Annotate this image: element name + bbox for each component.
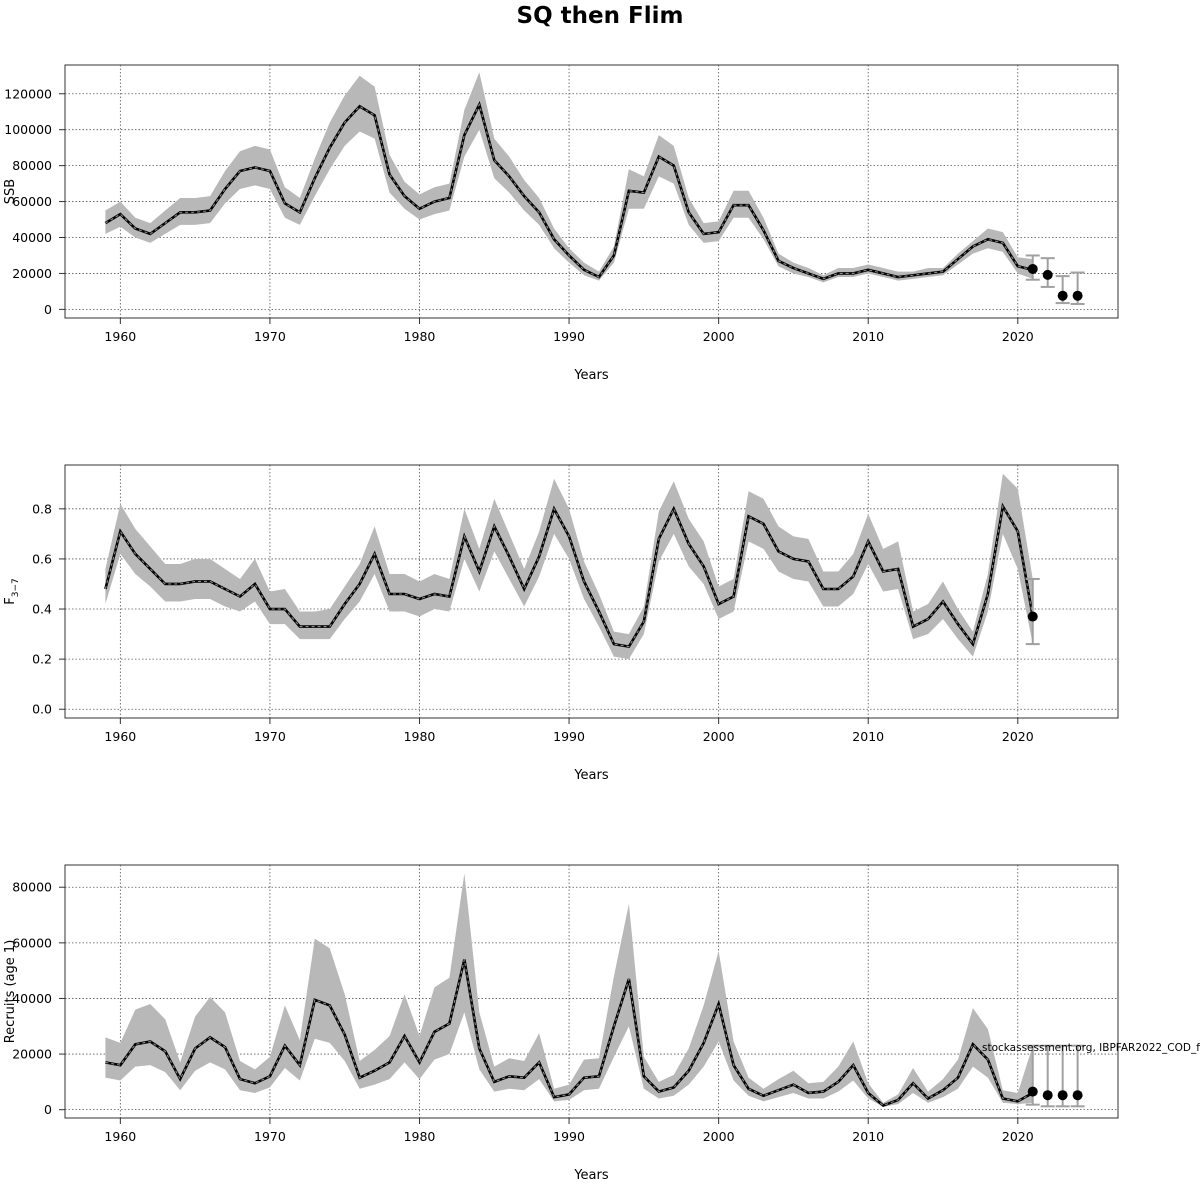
y-axis-label: Recruits (age 1) bbox=[3, 940, 18, 1044]
confidence-band-fbar bbox=[105, 473, 1033, 660]
forecast-point bbox=[1027, 263, 1038, 274]
x-axis-label: Years bbox=[573, 368, 609, 383]
forecast-point bbox=[1072, 290, 1083, 301]
x-tick-label: 2000 bbox=[703, 1129, 735, 1144]
x-tick-label: 1960 bbox=[104, 329, 136, 344]
y-tick-label: 120000 bbox=[4, 86, 52, 101]
plot-frame-recruits bbox=[64, 864, 1119, 1119]
forecast-point bbox=[1027, 1086, 1038, 1097]
forecast-point bbox=[1042, 269, 1053, 280]
x-axis-label: Years bbox=[573, 1168, 609, 1183]
y-tick-label: 0.0 bbox=[32, 702, 52, 717]
y-axis-label-main: SSB bbox=[3, 179, 18, 204]
estimate-line-dashes-fbar bbox=[104, 504, 1034, 648]
x-tick-label: 2020 bbox=[1002, 729, 1034, 744]
y-tick-label: 60000 bbox=[12, 194, 52, 209]
plot-frame-fbar bbox=[64, 464, 1119, 719]
x-tick-label: 2000 bbox=[703, 729, 735, 744]
x-tick-label: 1960 bbox=[104, 729, 136, 744]
x-tick-label: 1990 bbox=[553, 1129, 585, 1144]
y-axis-label: SSB bbox=[3, 179, 18, 204]
x-tick-label: 1980 bbox=[404, 729, 436, 744]
watermark-note: stockassessment.org, IBPFAR2022_COD_fina… bbox=[982, 1042, 1200, 1054]
y-tick-label: 60000 bbox=[12, 935, 52, 950]
y-tick-label: 80000 bbox=[12, 880, 52, 895]
y-axis-label-main: Recruits (age 1) bbox=[3, 940, 18, 1044]
x-tick-label: 2020 bbox=[1002, 329, 1034, 344]
y-tick-label: 20000 bbox=[12, 1047, 52, 1062]
y-tick-label: 40000 bbox=[12, 991, 52, 1006]
y-axis-label: F3−7 bbox=[3, 578, 21, 604]
x-tick-label: 1990 bbox=[553, 729, 585, 744]
x-tick-label: 1990 bbox=[553, 329, 585, 344]
x-tick-label: 1980 bbox=[404, 329, 436, 344]
y-tick-label: 40000 bbox=[12, 230, 52, 245]
y-tick-label: 0.6 bbox=[32, 551, 52, 566]
forecast-point bbox=[1072, 1090, 1083, 1101]
y-tick-label: 0 bbox=[44, 302, 52, 317]
forecast-point bbox=[1042, 1090, 1053, 1101]
x-tick-label: 2010 bbox=[852, 329, 884, 344]
x-tick-label: 2010 bbox=[852, 729, 884, 744]
forecast-point bbox=[1057, 290, 1068, 301]
y-tick-label: 0 bbox=[44, 1102, 52, 1117]
forecast-point bbox=[1027, 611, 1038, 622]
y-tick-label: 80000 bbox=[12, 158, 52, 173]
estimate-line-dashes-recruits bbox=[105, 959, 1034, 1107]
y-tick-label: 0.2 bbox=[32, 652, 52, 667]
x-axis-label: Years bbox=[573, 768, 609, 783]
x-tick-label: 1970 bbox=[254, 1129, 286, 1144]
x-tick-label: 2020 bbox=[1002, 1129, 1034, 1144]
y-axis-label-main: F bbox=[3, 597, 18, 604]
panel-recruits: 1960 1970 1980 1990 2000 2010 2020 0 20000 40000 6… bbox=[3, 864, 1119, 1183]
panel-ssb: 1960 1970 1980 1990 2000 2010 2020 0 20000 40000 6… bbox=[3, 64, 1119, 383]
plot-frame-ssb bbox=[64, 64, 1119, 319]
panel-fbar: 1960 1970 1980 1990 2000 2010 2020 0.0 0.2 0.4 0.6… bbox=[3, 464, 1119, 783]
x-tick-label: 2010 bbox=[852, 1129, 884, 1144]
estimate-line-dashes-ssb bbox=[105, 102, 1033, 280]
x-tick-label: 2000 bbox=[703, 329, 735, 344]
y-tick-label: 0.8 bbox=[32, 501, 52, 516]
x-tick-label: 1970 bbox=[254, 329, 286, 344]
y-tick-label: 0.4 bbox=[32, 602, 52, 617]
y-axis-label-subscript: 3−7 bbox=[11, 578, 21, 597]
y-tick-label: 20000 bbox=[12, 266, 52, 281]
chart-title: SQ then Flim bbox=[516, 3, 684, 29]
y-tick-label: 100000 bbox=[4, 122, 52, 137]
forecast-point bbox=[1057, 1090, 1068, 1101]
x-tick-label: 1970 bbox=[254, 729, 286, 744]
x-tick-label: 1980 bbox=[404, 1129, 436, 1144]
confidence-band-recruits bbox=[105, 873, 1033, 1107]
confidence-band-ssb bbox=[105, 72, 1033, 283]
x-tick-label: 1960 bbox=[104, 1129, 136, 1144]
